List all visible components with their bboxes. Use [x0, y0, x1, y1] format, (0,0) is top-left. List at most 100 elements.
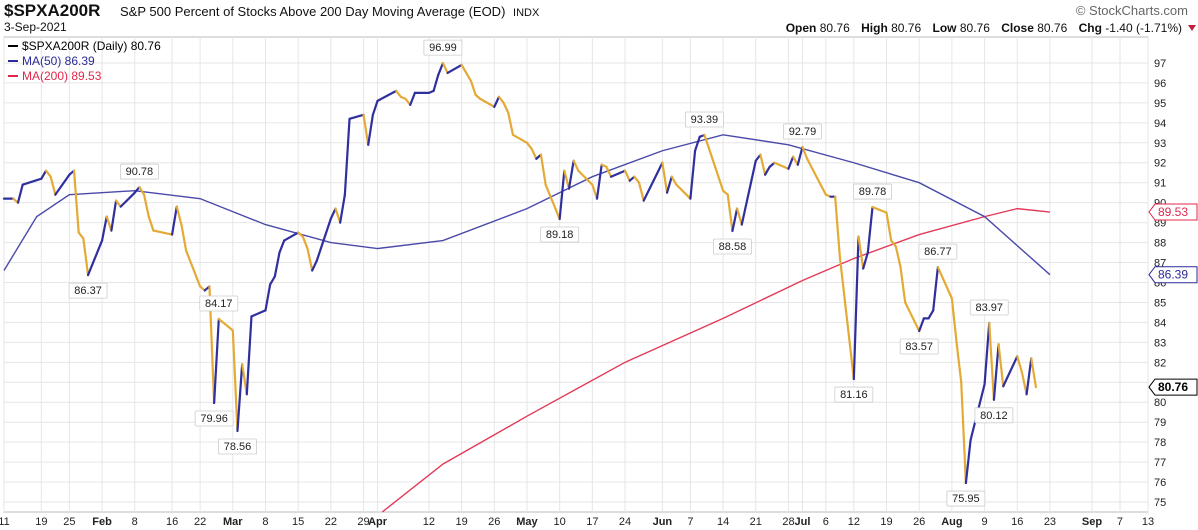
price-segment [1025, 357, 1033, 396]
price-segment [367, 113, 374, 146]
x-tick-label: 25 [63, 516, 75, 528]
high-label: High [861, 21, 888, 35]
y-tick-label: 96 [1154, 78, 1166, 90]
chart-description: S&P 500 Percent of Stocks Above 200 Day … [120, 4, 539, 19]
chg-value: -1.40 (-1.71%) [1105, 21, 1182, 35]
x-tick-label: 19 [455, 516, 467, 528]
price-segment [138, 185, 146, 196]
price-segment [395, 89, 402, 98]
value-callout: 80.12 [980, 410, 1008, 422]
y-tick-label: 88 [1154, 238, 1166, 250]
price-segment [511, 133, 529, 144]
last-value-label: 89.53 [1158, 205, 1188, 219]
x-tick-label: Feb [92, 516, 112, 528]
price-segment [16, 183, 24, 204]
price-segment [740, 159, 757, 226]
price-segment [114, 199, 122, 208]
chg-label: Chg [1078, 21, 1102, 35]
price-segment [371, 99, 379, 116]
y-tick-label: 92 [1154, 158, 1166, 170]
price-segment [493, 95, 501, 108]
value-callout: 81.16 [840, 389, 868, 401]
y-tick-label: 95 [1154, 98, 1166, 110]
price-segment [899, 266, 907, 304]
price-segment [1030, 357, 1038, 389]
y-tick-label: 91 [1154, 178, 1166, 190]
legend-entry: MA(50) 86.39 [22, 54, 95, 68]
value-callout: 75.95 [952, 493, 980, 505]
price-segment [100, 215, 108, 242]
price-segment [283, 231, 300, 242]
price-segment [170, 205, 178, 236]
value-callout: 89.78 [859, 186, 887, 198]
price-segment [213, 317, 220, 405]
ma200-line [381, 207, 1051, 513]
value-callout: 90.78 [126, 166, 154, 178]
price-segment [339, 193, 346, 224]
x-tick-label: 24 [619, 516, 631, 528]
price-segment [936, 266, 953, 300]
price-segment [441, 62, 449, 75]
price-segment [558, 169, 566, 221]
x-tick-label: 17 [586, 516, 598, 528]
x-tick-label: 7 [1117, 516, 1123, 528]
value-callout-box [120, 163, 159, 180]
price-segment [334, 207, 342, 224]
x-tick-label: 29 [357, 516, 369, 528]
value-callout-box [834, 386, 874, 403]
price-segment [236, 363, 244, 433]
price-segment [773, 161, 790, 170]
value-callout-box [685, 111, 724, 128]
price-segment [269, 275, 276, 286]
price-segment [465, 71, 473, 83]
y-tick-label: 89 [1154, 218, 1166, 230]
last-value-tag [1148, 203, 1198, 221]
price-segment [894, 245, 902, 269]
x-tick-label: Jul [795, 516, 811, 528]
ohlc-readout: Open 80.76 High 80.76 Low 80.76 Close 80… [778, 21, 1182, 35]
price-segment [834, 195, 841, 258]
brand-logo[interactable]: © StockCharts.com [1075, 3, 1188, 18]
y-tick-label: 97 [1154, 58, 1166, 70]
x-tick-label: 14 [717, 516, 729, 528]
price-segment [250, 309, 267, 318]
x-tick-label: 16 [1011, 516, 1023, 528]
value-callout-box [853, 183, 892, 200]
price-segment [40, 169, 48, 180]
legend-entry: $SPXA200R (Daily) 80.76 [22, 39, 161, 53]
value-callout: 96.99 [429, 42, 457, 54]
price-segment [605, 165, 613, 178]
chart-date: 3-Sep-2021 [4, 20, 67, 34]
value-callout: 89.18 [546, 229, 574, 241]
price-segment [703, 133, 711, 150]
value-callout-box [974, 407, 1014, 424]
y-tick-label: 80 [1154, 397, 1166, 409]
price-segment [525, 141, 533, 150]
price-segment [572, 159, 580, 172]
price-segment [642, 161, 664, 202]
price-segment [563, 169, 571, 190]
price-segment [838, 255, 855, 381]
y-tick-label: 79 [1154, 417, 1166, 429]
x-tick-label: 6 [823, 516, 829, 528]
price-segment [446, 63, 463, 75]
x-tick-label: 28 [782, 516, 794, 528]
price-segment [348, 113, 365, 120]
price-segment [806, 157, 827, 196]
x-tick-label: 9 [982, 516, 988, 528]
value-callout: 92.79 [789, 126, 817, 138]
price-segment [185, 249, 202, 288]
price-segment [609, 169, 627, 178]
price-segment [661, 161, 669, 194]
price-segment [110, 199, 118, 232]
price-segment [904, 301, 921, 333]
price-segment [301, 235, 309, 250]
y-tick-label: 77 [1154, 457, 1166, 469]
x-tick-label: 7 [687, 516, 693, 528]
price-segment [1002, 355, 1019, 388]
price-segment [142, 193, 150, 218]
price-segment [862, 251, 869, 270]
price-segment [147, 215, 155, 232]
price-segment [502, 101, 510, 114]
